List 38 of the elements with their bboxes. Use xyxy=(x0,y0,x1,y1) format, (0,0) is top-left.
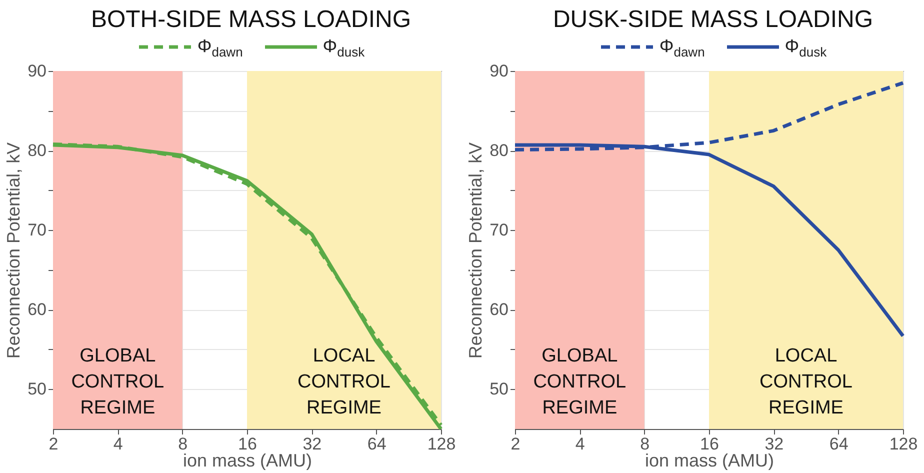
x-tick-label: 4 xyxy=(113,434,123,454)
x-tick-label: 4 xyxy=(575,434,585,454)
band-label: LOCAL CONTROL REGIME xyxy=(298,346,390,419)
legend-label: Φ$_{dusk}$ xyxy=(322,36,365,60)
band-label: GLOBAL CONTROL REGIME xyxy=(533,346,626,419)
y-tick-label: 70 xyxy=(490,220,508,240)
y-tick-label: 60 xyxy=(490,300,508,320)
y-tick-label: 60 xyxy=(28,300,46,320)
y-tick-label: 90 xyxy=(490,62,508,80)
y-tick-label: 80 xyxy=(490,141,508,160)
legend-label: Φ$_{dawn}$ xyxy=(197,36,243,60)
x-tick-label: 8 xyxy=(178,434,188,454)
chart-title: DUSK-SIDE MASS LOADING xyxy=(552,6,874,34)
y-tick-label: 50 xyxy=(28,380,46,399)
x-tick-label: 2 xyxy=(510,434,520,454)
x-tick-label: 128 xyxy=(427,434,456,454)
band-label: GLOBAL CONTROL REGIME xyxy=(71,346,164,419)
x-tick-label: 32 xyxy=(302,434,322,454)
legend-label: Φ$_{dawn}$ xyxy=(659,36,705,60)
x-tick-label: 8 xyxy=(640,434,650,454)
chart-title: BOTH-SIDE MASS LOADING xyxy=(90,6,412,34)
x-axis-title: ion mass (AMU) xyxy=(644,450,774,470)
x-tick-label: 32 xyxy=(764,434,784,454)
x-tick-label: 64 xyxy=(367,434,386,454)
x-tick-label: 128 xyxy=(889,434,918,454)
y-tick-label: 70 xyxy=(28,220,46,240)
x-axis-title: ion mass (AMU) xyxy=(182,450,312,470)
y-tick-label: 50 xyxy=(490,380,508,399)
x-tick-label: 2 xyxy=(48,434,58,454)
y-axis-title: Reconnection Potential, kV xyxy=(4,142,24,359)
y-tick-label: 90 xyxy=(28,62,46,80)
x-tick-label: 64 xyxy=(829,434,848,454)
y-axis-title: Reconnection Potential, kV xyxy=(466,142,486,359)
x-tick-label: 16 xyxy=(700,434,719,454)
y-tick-label: 80 xyxy=(28,141,46,160)
band-label: LOCAL CONTROL REGIME xyxy=(760,346,852,419)
legend-label: Φ$_{dusk}$ xyxy=(784,36,827,60)
x-tick-label: 16 xyxy=(238,434,257,454)
